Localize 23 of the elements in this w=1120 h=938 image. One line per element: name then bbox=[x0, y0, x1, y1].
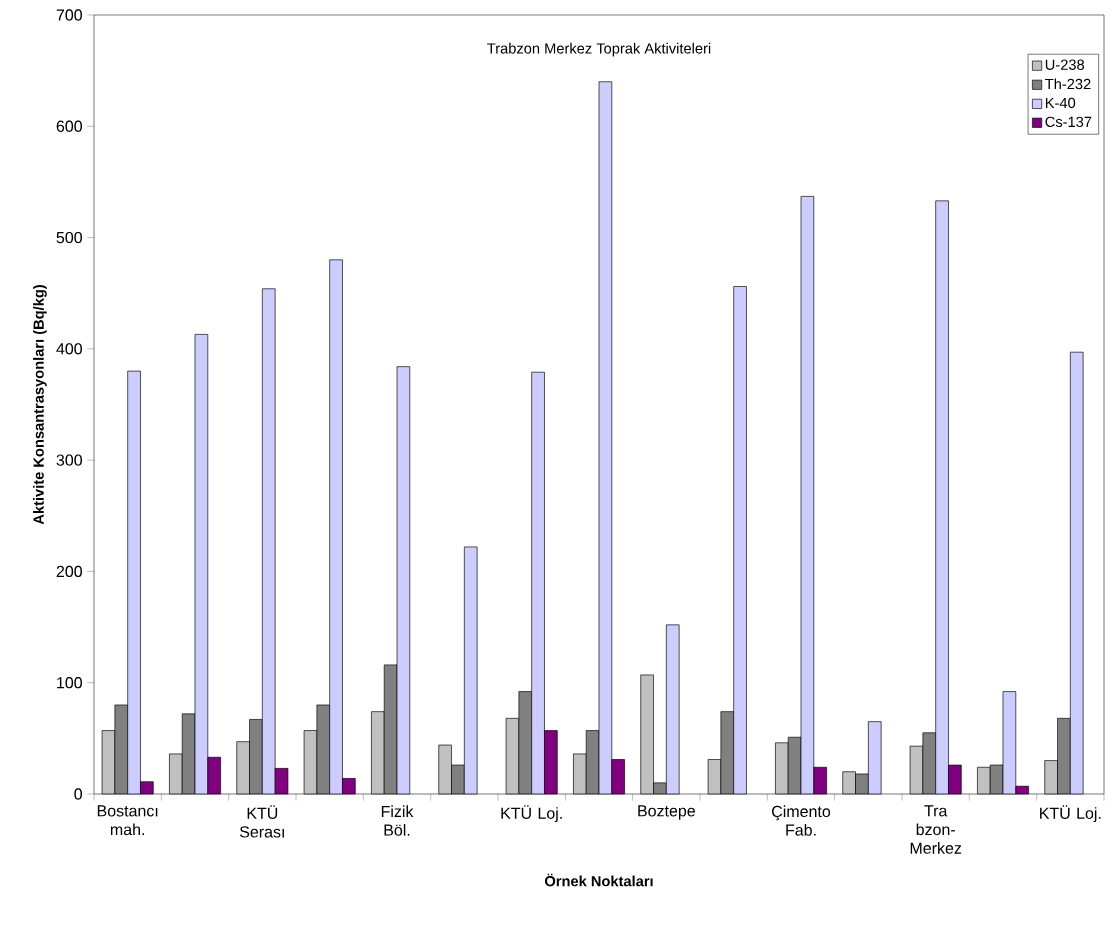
x-tick-label: Boztepe bbox=[638, 805, 695, 820]
text: Trabzon Merkez Toprak Aktiviteleri bbox=[487, 42, 711, 57]
x-tick-label: KTÜ Loj. bbox=[1040, 805, 1101, 823]
x-tick-label: KTÜ Loj. bbox=[501, 805, 562, 823]
y-tick-label: 600 bbox=[56, 120, 83, 132]
x-tick-label: KTÜ Serası bbox=[239, 805, 284, 838]
legend-label: Cs-137 bbox=[1045, 116, 1092, 128]
x-tick-label: Çimento Fab. bbox=[772, 805, 831, 836]
y-tick-label: 0 bbox=[74, 788, 83, 800]
y-axis-title: Aktivite Konsantrasyonları (Bq/kg) bbox=[33, 285, 47, 525]
y-tick-label: 100 bbox=[57, 677, 83, 689]
y-tick-label: 700 bbox=[56, 9, 83, 21]
x-tick-label: Tra bzon-Merkez bbox=[910, 805, 962, 854]
legend-label: K-40 bbox=[1045, 97, 1076, 109]
x-tick-label: Fizik Böl. bbox=[381, 805, 414, 836]
x-tick-label: Bostancı mah. bbox=[97, 805, 158, 836]
legend-label: Th-232 bbox=[1045, 78, 1091, 90]
y-tick-label: 500 bbox=[56, 231, 83, 244]
y-tick-label: 400 bbox=[56, 343, 83, 355]
y-tick-label: 200 bbox=[56, 565, 83, 578]
legend-label: U-238 bbox=[1045, 59, 1085, 70]
y-tick-label: 300 bbox=[56, 454, 83, 466]
x-axis-title: Örnek Noktaları bbox=[545, 873, 653, 887]
